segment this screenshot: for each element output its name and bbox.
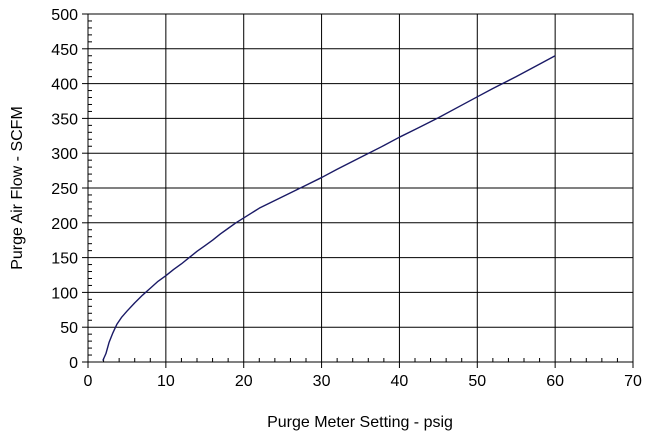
y-tick-label: 350 bbox=[51, 111, 78, 128]
x-tick-label: 70 bbox=[624, 373, 642, 390]
y-tick-label: 300 bbox=[51, 146, 78, 163]
y-tick-label: 50 bbox=[60, 320, 78, 337]
x-tick-label: 10 bbox=[157, 373, 175, 390]
y-tick-labels: 0 50 100 150 200 250 300 350 400 450 500 bbox=[51, 7, 78, 372]
y-tick-label: 150 bbox=[51, 251, 78, 268]
y-tick-label: 0 bbox=[69, 355, 78, 372]
y-tick-label: 100 bbox=[51, 285, 78, 302]
x-tick-label: 0 bbox=[84, 373, 93, 390]
y-tick-label: 400 bbox=[51, 77, 78, 94]
x-tick-label: 60 bbox=[546, 373, 564, 390]
x-axis-title: Purge Meter Setting - psig bbox=[267, 414, 453, 431]
y-axis-title: Purge Air Flow - SCFM bbox=[9, 106, 26, 270]
x-tick-label: 50 bbox=[468, 373, 486, 390]
x-tick-label: 30 bbox=[313, 373, 331, 390]
y-tick-label: 450 bbox=[51, 42, 78, 59]
y-tick-label: 500 bbox=[51, 7, 78, 24]
y-tick-label: 200 bbox=[51, 216, 78, 233]
x-tick-label: 20 bbox=[235, 373, 253, 390]
y-tick-label: 250 bbox=[51, 181, 78, 198]
x-tick-label: 40 bbox=[391, 373, 409, 390]
x-tick-labels: 0 10 20 30 40 50 60 70 bbox=[84, 373, 642, 390]
